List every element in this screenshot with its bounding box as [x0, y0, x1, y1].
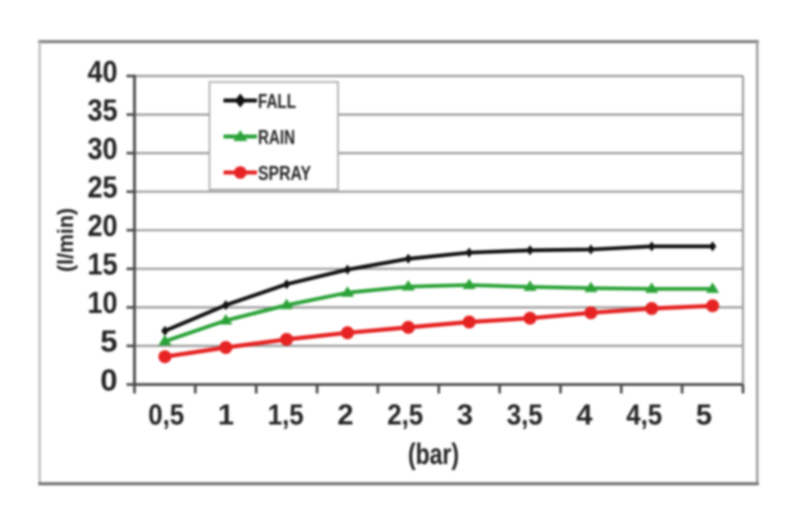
svg-text:35: 35: [88, 92, 118, 127]
svg-text:3,5: 3,5: [507, 400, 543, 432]
svg-text:30: 30: [88, 131, 118, 166]
svg-text:1,5: 1,5: [268, 400, 304, 432]
svg-text:25: 25: [88, 169, 118, 204]
svg-text:5: 5: [100, 324, 117, 359]
svg-text:4: 4: [576, 400, 592, 432]
svg-text:(bar): (bar): [408, 438, 459, 471]
svg-text:0: 0: [100, 362, 117, 397]
svg-text:(l/min): (l/min): [53, 208, 78, 272]
svg-text:5: 5: [696, 400, 712, 432]
svg-text:1: 1: [218, 400, 234, 432]
svg-text:15: 15: [88, 247, 118, 282]
svg-text:4,5: 4,5: [626, 400, 662, 432]
svg-text:2,5: 2,5: [387, 400, 423, 432]
svg-text:40: 40: [88, 54, 118, 89]
svg-text:0,5: 0,5: [148, 400, 184, 432]
svg-text:10: 10: [88, 285, 118, 320]
svg-text:SPRAY: SPRAY: [258, 163, 312, 185]
svg-text:2: 2: [337, 400, 353, 432]
svg-text:FALL: FALL: [258, 91, 296, 113]
svg-text:RAIN: RAIN: [258, 127, 295, 149]
svg-text:20: 20: [88, 208, 118, 243]
svg-text:3: 3: [457, 400, 473, 432]
